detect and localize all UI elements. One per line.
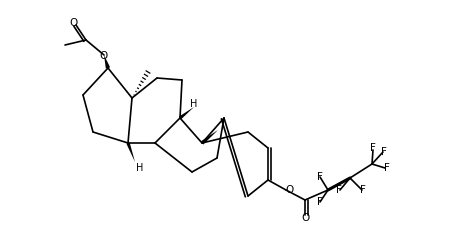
Text: F: F [384, 163, 390, 173]
Polygon shape [201, 130, 218, 145]
Text: O: O [285, 185, 293, 195]
Text: F: F [370, 143, 376, 153]
Text: O: O [99, 51, 107, 61]
Polygon shape [126, 142, 135, 162]
Text: F: F [317, 172, 323, 182]
Text: F: F [381, 147, 387, 157]
Text: H: H [190, 99, 198, 109]
Text: O: O [69, 18, 77, 28]
Text: H: H [136, 163, 144, 173]
Text: F: F [360, 185, 366, 195]
Text: F: F [336, 185, 342, 195]
Text: F: F [317, 197, 323, 207]
Polygon shape [104, 55, 110, 69]
Polygon shape [179, 107, 194, 119]
Text: O: O [301, 213, 309, 223]
